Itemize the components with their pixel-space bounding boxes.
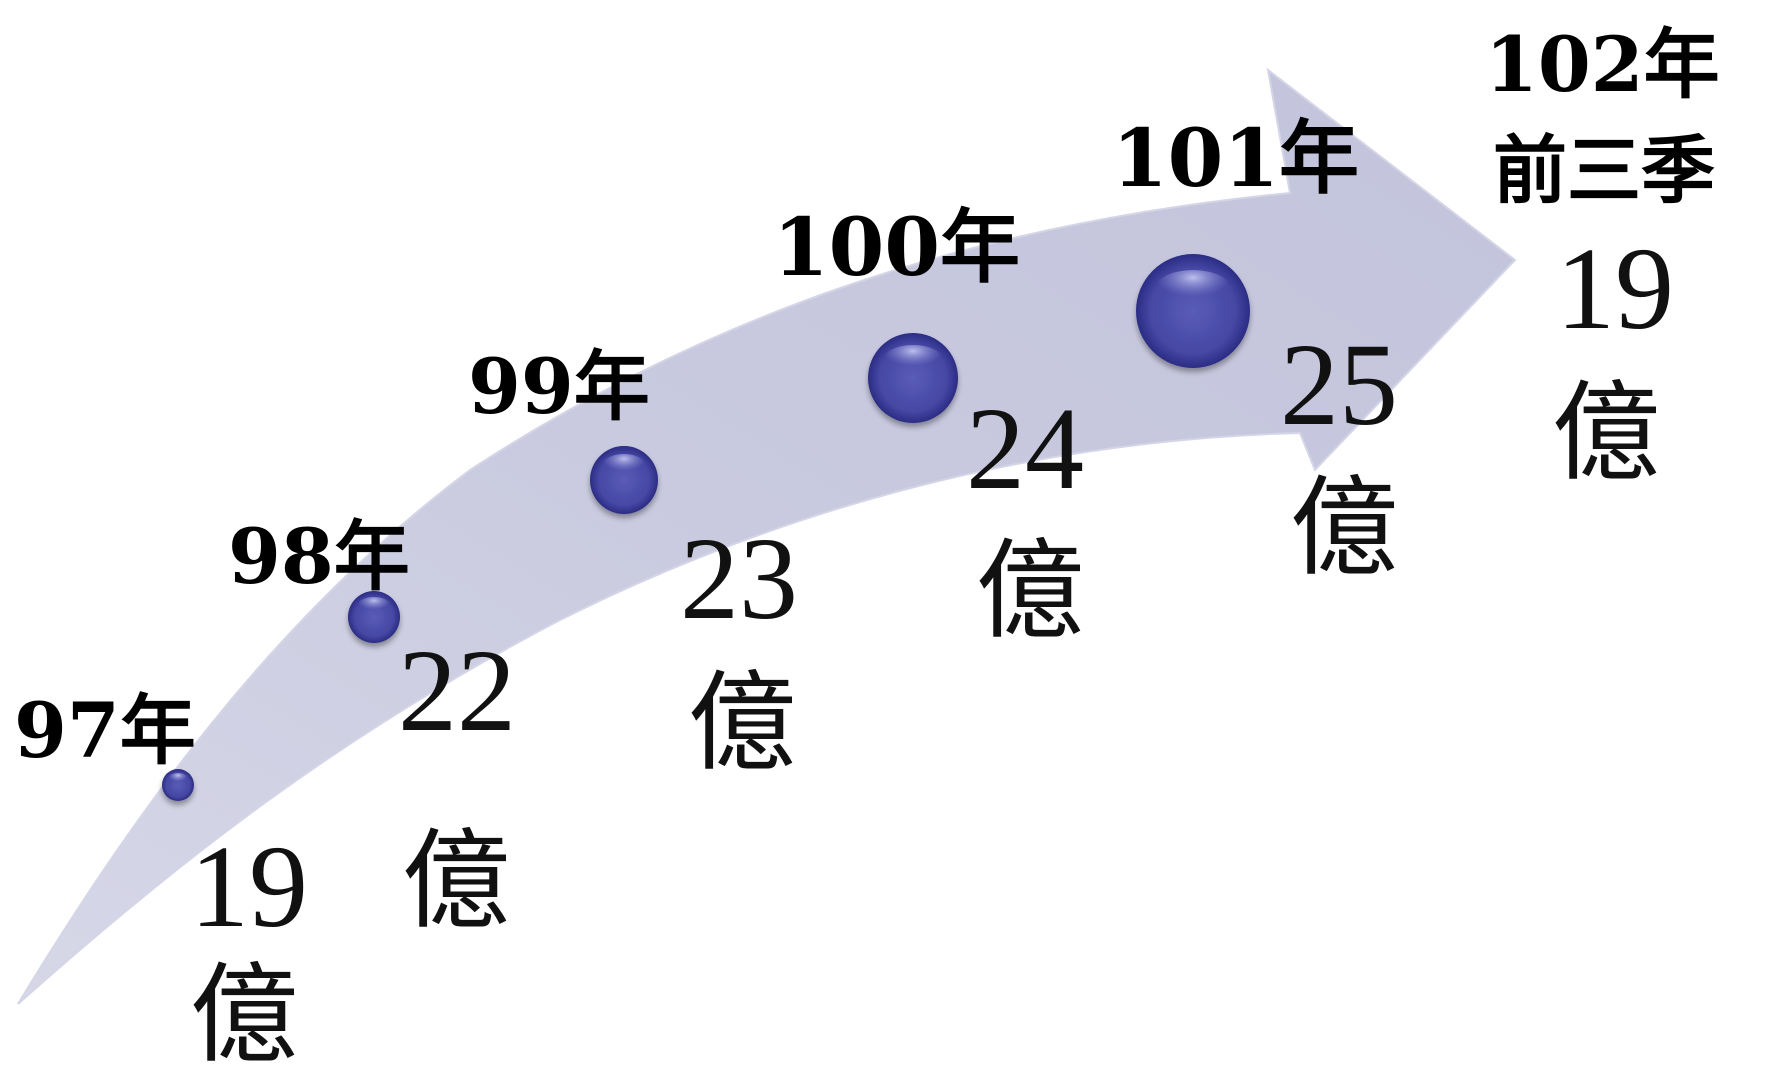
milestone-dot-99 xyxy=(590,446,658,514)
year-label-100: 100年 xyxy=(773,200,1020,294)
amount-unit-97: 億 xyxy=(190,953,298,1069)
amount-unit-101: 億 xyxy=(1290,466,1398,591)
year-labels: 97年 98年 99年 100年 101年 102年 前三季 xyxy=(14,20,1720,775)
amount-value-98: 22 xyxy=(398,625,516,756)
amount-value-100: 24 xyxy=(966,383,1084,514)
milestone-dot-100 xyxy=(868,333,958,423)
amount-unit-98: 億 xyxy=(402,819,510,944)
period-label-102: 前三季 xyxy=(1493,128,1715,214)
year-label-98: 98年 xyxy=(228,512,410,601)
amount-value-99: 23 xyxy=(680,513,798,644)
amount-unit-102: 億 xyxy=(1552,371,1660,496)
amount-labels: 19 億 22 億 23 億 24 億 25 億 19 億 xyxy=(190,223,1674,1069)
amount-value-97: 19 xyxy=(190,821,308,952)
amount-value-101: 25 xyxy=(1280,319,1398,450)
milestone-dot-98 xyxy=(348,591,400,643)
year-label-97: 97年 xyxy=(14,686,196,775)
milestone-dot-97 xyxy=(162,769,194,801)
amount-unit-100: 億 xyxy=(976,529,1084,654)
year-label-102: 102年 xyxy=(1485,20,1720,109)
milestone-dot-101 xyxy=(1136,254,1250,368)
amount-unit-99: 億 xyxy=(688,661,796,786)
year-label-101: 101年 xyxy=(1112,111,1359,205)
year-label-99: 99年 xyxy=(468,342,650,431)
milestone-dots xyxy=(162,254,1250,801)
amount-value-102: 19 xyxy=(1556,223,1674,354)
